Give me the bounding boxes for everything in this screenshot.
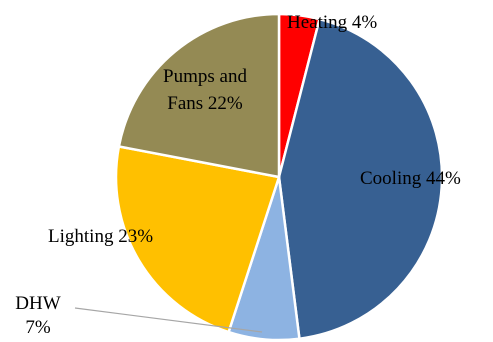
slice-label-line: Heating 4% [287, 12, 377, 33]
slice-label-lighting: Lighting 23% [48, 226, 153, 247]
dhw-leader-line [74, 307, 263, 333]
pie-slices [114, 12, 444, 342]
slice-label-line: Fans 22% [167, 93, 243, 114]
slice-label-line: 7% [25, 317, 51, 338]
slice-label-line: Pumps and [163, 66, 247, 87]
pie-slice-cooling [277, 17, 444, 341]
slice-label-pumps-and-fans: Pumps and Fans 22% [163, 66, 247, 114]
pie-slice-pumps-and-fans [117, 12, 281, 179]
slice-label-line: Cooling 44% [360, 168, 461, 189]
slice-label-cooling: Cooling 44% [360, 168, 461, 189]
slice-label-heating: Heating 4% [287, 12, 377, 33]
pie-slice-lighting [114, 144, 281, 334]
slice-labels: Heating 4% Cooling 44% DHW 7% Lighting 23% Pu… [15, 12, 461, 338]
slice-label-line: DHW [15, 293, 60, 314]
slice-label-line: Lighting 23% [48, 226, 153, 247]
slice-label-dhw: DHW 7% [15, 293, 60, 338]
